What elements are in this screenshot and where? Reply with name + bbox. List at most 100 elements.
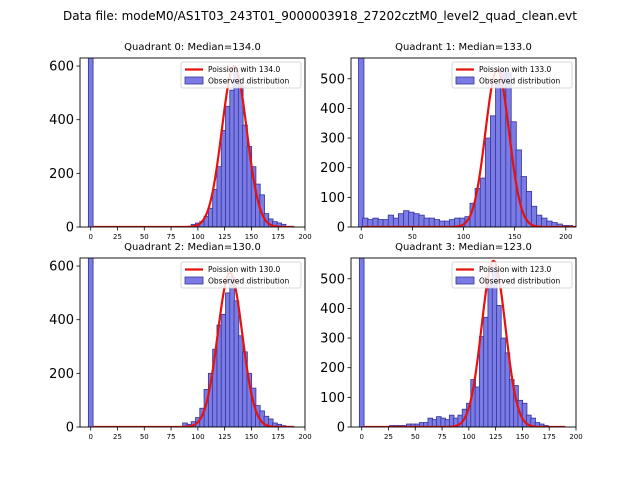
axes-frame [350,257,577,428]
histogram-bar [433,219,441,227]
x-tick-label: 75 [167,233,176,241]
histogram-bar [484,137,492,227]
x-tick-label: 100 [191,433,204,441]
x-tick-label: 200 [569,433,582,441]
x-tick-label: 150 [245,433,258,441]
histogram-bar [392,217,400,227]
y-tick-label: 400 [320,102,345,117]
panel-title: Quadrant 1: Median=133.0 [395,42,532,53]
poisson-fit-line [363,259,566,427]
legend: Poission with 133.0 Observed distribution [451,61,573,89]
x-tick-label: 125 [218,433,231,441]
y-tick-label: 100 [320,391,345,406]
plot-area [87,258,295,427]
panel-quadrant-1: Quadrant 1: Median=133.00100200300400500… [320,42,577,241]
panel-quadrant-0: Quadrant 0: Median=134.0 0 200 400 600 0 25 50 7… [49,42,312,241]
x-tick-label: 200 [559,233,572,241]
y-tick-label: 600 [49,60,74,75]
histogram-bar [372,217,379,227]
y-tick-label: 0 [66,221,74,236]
x-tick-label: 50 [140,433,149,441]
x-tick-label: 125 [218,233,231,241]
panel-title: Quadrant 3: Median=123.0 [395,242,532,253]
panel-quadrant-3: Quadrant 3: Median=123.00100200300400500… [320,242,583,441]
y-tick-label: 600 [49,260,74,275]
y-tick-label: 400 [49,113,74,128]
histogram-bar [541,217,548,227]
panel-title: Quadrant 0: Median=134.0 [124,42,261,53]
x-tick-label: 125 [489,433,502,441]
y-tick-label: 0 [337,221,345,236]
x-tick-label: 75 [167,433,176,441]
histogram-bar [367,219,374,227]
figure-suptitle: Data file: modeM0/AS1T03_243T01_90000039… [63,9,577,23]
x-tick-label: 50 [408,233,417,241]
y-tick-label: 200 [49,167,74,182]
x-tick-label: 50 [140,233,149,241]
legend-box [451,261,573,289]
histogram-bar [428,217,435,227]
poisson-fit-line [92,271,295,427]
axes-frame [79,57,306,228]
x-tick-label: 0 [88,233,92,241]
y-tick-label: 300 [320,132,345,147]
histogram-bar [479,177,487,227]
histogram-bar [387,214,394,227]
x-tick-label: 100 [462,433,475,441]
x-tick-label: 75 [438,433,447,441]
poisson-fit-line [92,64,295,227]
histogram-bar [408,211,415,227]
y-tick-label: 400 [49,313,74,328]
x-tick-label: 25 [113,433,122,441]
legend: Poission with 134.0 Observed distribution [180,61,302,89]
plot-area [87,58,295,227]
legend-hist-label: Observed distribution [479,277,560,286]
legend-fit-label: Poission with 123.0 [479,265,552,274]
legend-hist-label: Observed distribution [479,77,560,86]
x-tick-label: 0 [359,233,363,241]
legend-fit-label: Poission with 130.0 [208,265,281,274]
legend-hist-swatch [455,76,475,85]
histogram-bar-zero-spike [87,58,94,227]
x-tick-label: 175 [272,233,285,241]
histogram-bar [398,213,405,227]
x-tick-label: 150 [516,433,529,441]
plot-area [358,258,566,427]
y-tick-label: 200 [320,161,345,176]
y-tick-label: 500 [320,272,345,287]
histogram-bar [377,219,384,227]
y-tick-label: 0 [337,421,345,436]
legend-box [451,61,573,89]
legend-hist-label: Observed distribution [208,77,289,86]
legend-fit-label: Poission with 133.0 [479,65,552,74]
histogram-bar-zero-spike [358,58,365,227]
histogram-bar [382,219,389,227]
y-tick-label: 200 [320,361,345,376]
y-tick-label: 500 [320,72,345,87]
histogram-bar [413,213,420,227]
histogram-bar [418,214,425,227]
legend-hist-swatch [184,76,204,85]
x-tick-label: 50 [411,433,420,441]
histogram-bar [403,210,410,227]
panel-title: Quadrant 2: Median=130.0 [124,242,261,253]
x-tick-label: 0 [359,433,363,441]
y-tick-label: 0 [66,421,74,436]
legend: Poission with 130.0 Observed distribution [180,261,302,289]
x-tick-label: 100 [191,233,204,241]
axes-frame [79,257,306,428]
x-tick-label: 0 [88,433,92,441]
histogram-bar-zero-spike [87,258,94,427]
x-tick-label: 25 [113,233,122,241]
y-tick-label: 200 [49,367,74,382]
histogram-bar [495,84,502,227]
histogram-bar [490,115,497,227]
x-tick-label: 175 [543,433,556,441]
x-tick-label: 200 [298,233,311,241]
y-tick-label: 100 [320,191,345,206]
x-tick-label: 150 [245,233,258,241]
histogram-bar-zero-spike [358,258,365,427]
legend-box [180,61,302,89]
legend-box [180,261,302,289]
